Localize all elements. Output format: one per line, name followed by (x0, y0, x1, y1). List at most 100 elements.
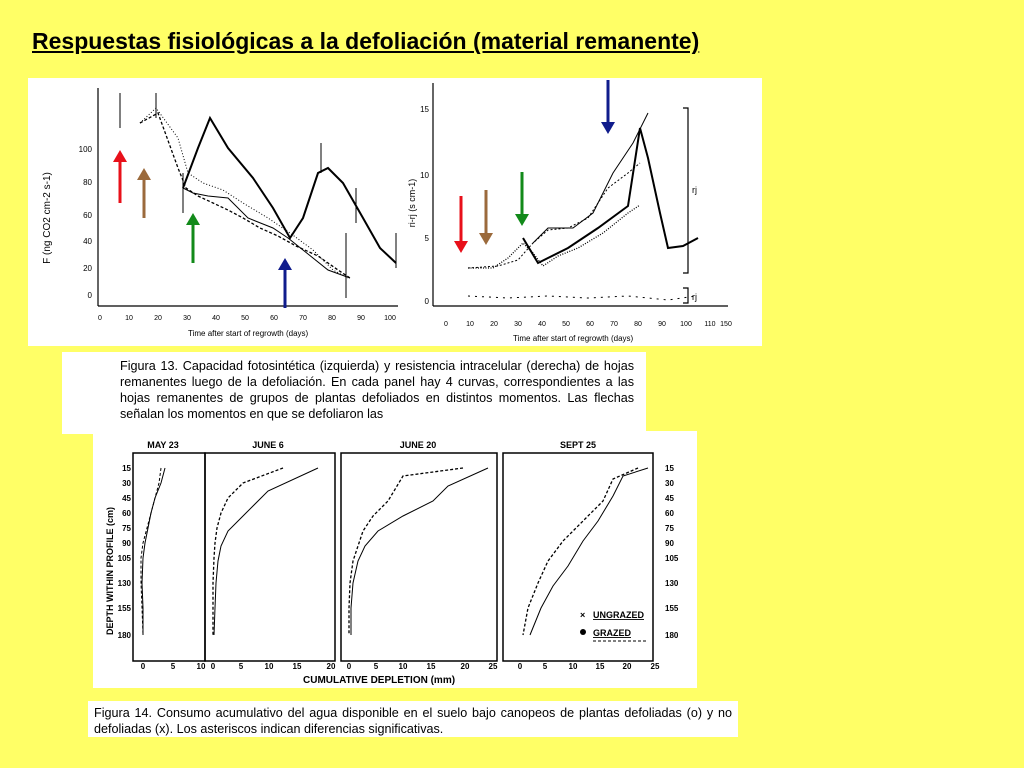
x-tick: 25 (489, 662, 498, 671)
depth-label: 105 (118, 554, 132, 563)
panel-title: SEPT 25 (560, 440, 596, 450)
right-xtick: 0 (444, 321, 448, 328)
depth-label: 45 (665, 494, 674, 503)
panel-sept25 (502, 452, 654, 662)
x-tick: 5 (374, 662, 379, 671)
left-xlabel: Time after start of regrowth (days) (188, 329, 309, 338)
left-curve-3 (182, 187, 351, 279)
right-xtick: 90 (658, 321, 666, 328)
x-tick: 0 (211, 662, 216, 671)
x-tick: 15 (427, 662, 436, 671)
right-xtick: 60 (586, 321, 594, 328)
depth-label: 155 (118, 604, 132, 613)
left-xtick: 60 (270, 315, 278, 322)
left-ytick: 60 (83, 211, 92, 220)
right-xtick: 70 (610, 321, 618, 328)
left-ytick: 0 (88, 291, 93, 300)
x-tick: 10 (197, 662, 206, 671)
right-ytick: 10 (420, 171, 429, 180)
right-ytick: 15 (420, 105, 429, 114)
right-xtick: 100 (680, 321, 692, 328)
right-ylabel: ri-rj (s cm-1) (407, 179, 417, 228)
right-panel: ri-rj (s cm-1) 15 10 5 0 0 10 20 30 40 5… (407, 80, 732, 343)
brown-arrow-head (137, 168, 151, 180)
depth-label: 30 (665, 479, 674, 488)
x-tick: 20 (327, 662, 336, 671)
x-tick: 5 (171, 662, 176, 671)
panel-title: JUNE 20 (400, 440, 437, 450)
right-xtick: 20 (490, 321, 498, 328)
right-xtick: 30 (514, 321, 522, 328)
figure-13-caption-text: Figura 13. Capacidad fotosintética (izqu… (120, 359, 634, 421)
left-xtick: 0 (98, 315, 102, 322)
figure-13-chart: F (ng CO2 cm-2 s-1) 100 80 60 40 20 0 0 … (42, 80, 732, 343)
figure-14-chart: DEPTH WITHIN PROFILE (cm) CUMULATIVE DEP… (105, 440, 679, 686)
right-xtick: 150 (720, 321, 732, 328)
legend-x-marker: × (580, 610, 585, 620)
left-xtick: 50 (241, 315, 249, 322)
left-xtick: 20 (154, 315, 162, 322)
may23-grazed-curve (140, 467, 162, 636)
right-xtick: 80 (634, 321, 642, 328)
legend-dot-marker (580, 629, 586, 635)
left-ytick: 80 (83, 178, 92, 187)
x-tick: 15 (596, 662, 605, 671)
legend-ungrazed: UNGRAZED (593, 610, 644, 620)
x-tick: 20 (623, 662, 632, 671)
panel-june20 (340, 452, 498, 662)
right-side-label: rj (692, 185, 697, 195)
fig14-legend: × UNGRAZED GRAZED (580, 610, 648, 642)
right-side-label: rj (692, 292, 697, 302)
right-xtick: 50 (562, 321, 570, 328)
sept25-ungrazed-curve (529, 467, 649, 636)
left-curve-2 (139, 107, 349, 279)
left-ytick: 100 (79, 145, 93, 154)
green-arrow-head (186, 213, 200, 225)
depth-label: 60 (122, 509, 131, 518)
left-xtick: 40 (212, 315, 220, 322)
left-ylabel: F (ng CO2 cm-2 s-1) (42, 172, 53, 264)
depth-label: 130 (118, 579, 132, 588)
depth-label: 130 (665, 579, 679, 588)
right-xtick: 40 (538, 321, 546, 328)
panel-title: MAY 23 (147, 440, 179, 450)
left-xtick: 70 (299, 315, 307, 322)
depth-label: 45 (122, 494, 131, 503)
x-tick: 20 (461, 662, 470, 671)
right-baseline-points (467, 295, 697, 301)
x-tick: 5 (239, 662, 244, 671)
depth-label: 15 (122, 464, 131, 473)
figure-13-caption: Figura 13. Capacidad fotosintética (izqu… (62, 352, 646, 434)
left-xtick: 90 (357, 315, 365, 322)
x-tick: 0 (141, 662, 146, 671)
x-tick: 15 (293, 662, 302, 671)
fig14-ylabel: DEPTH WITHIN PROFILE (cm) (105, 507, 115, 635)
depth-label: 90 (665, 539, 674, 548)
x-tick: 10 (569, 662, 578, 671)
right-curve-4 (522, 127, 699, 265)
blue-arrow-head (601, 122, 615, 134)
right-xlabel: Time after start of regrowth (days) (513, 334, 634, 343)
depth-label: 75 (122, 524, 131, 533)
depth-label: 15 (665, 464, 674, 473)
panel-may23 (132, 452, 206, 662)
x-tick: 10 (399, 662, 408, 671)
blue-arrow-head (278, 258, 292, 270)
left-xtick: 80 (328, 315, 336, 322)
red-arrow-head (454, 241, 468, 253)
depth-label: 105 (665, 554, 679, 563)
fig14-xlabel: CUMULATIVE DEPLETION (mm) (303, 675, 455, 686)
figure-14: DEPTH WITHIN PROFILE (cm) CUMULATIVE DEP… (93, 431, 697, 688)
depth-label: 60 (665, 509, 674, 518)
page-title: Respuestas fisiológicas a la defoliación… (32, 28, 700, 54)
left-xtick: 100 (384, 315, 396, 322)
left-arrows (113, 150, 292, 308)
right-curve-1 (467, 162, 641, 269)
june6-ungrazed-curve (213, 467, 319, 636)
june6-grazed-curve (212, 467, 284, 635)
depth-label: 30 (122, 479, 131, 488)
depth-label: 75 (665, 524, 674, 533)
left-xtick: 30 (183, 315, 191, 322)
panel-june6 (204, 452, 336, 662)
right-ytick: 5 (425, 234, 430, 243)
